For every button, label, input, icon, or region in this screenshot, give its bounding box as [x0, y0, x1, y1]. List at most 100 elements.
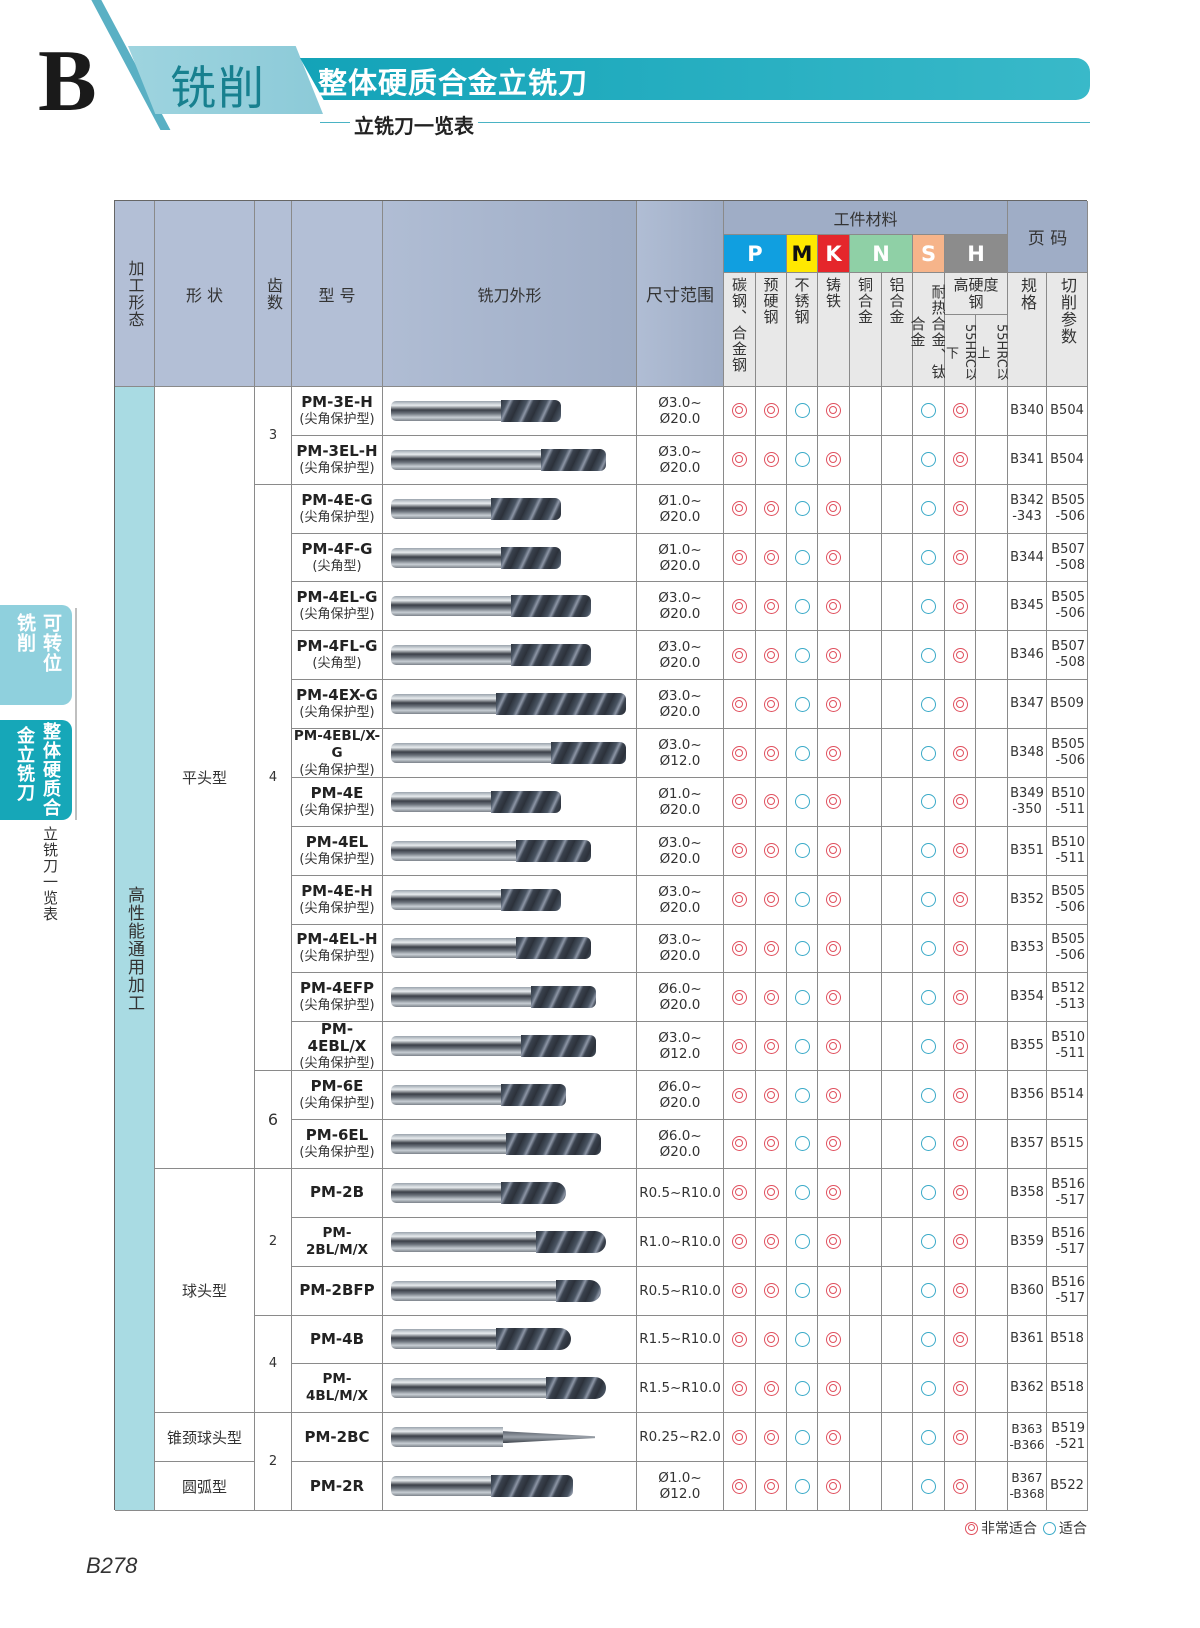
cutting-page-link[interactable]: B522	[1047, 1462, 1088, 1511]
suitability-cell	[976, 631, 1008, 681]
very-suitable-icon	[826, 647, 841, 663]
suitability-cell	[882, 1315, 913, 1365]
cutting-page-link[interactable]: B507 -508	[1047, 533, 1088, 583]
spec-page-link[interactable]: B355	[1008, 1022, 1047, 1072]
shank-shape	[391, 889, 501, 910]
suitability-cell	[913, 973, 945, 1023]
suitability-cell	[882, 1266, 913, 1316]
model-code: PM-4EBL/X-G	[293, 727, 381, 761]
suitability-cell	[882, 1071, 913, 1121]
very-suitable-icon	[763, 1136, 779, 1152]
cutting-page-link[interactable]: B510 -511	[1047, 826, 1088, 876]
cutting-page-link[interactable]: B518	[1047, 1364, 1088, 1414]
spec-page-link[interactable]: B357	[1008, 1120, 1047, 1169]
cutting-page-link[interactable]: B516 -517	[1047, 1168, 1088, 1218]
cutting-page-link[interactable]: B516 -517	[1047, 1217, 1088, 1267]
very-suitable-icon	[826, 1380, 841, 1396]
spec-page-link[interactable]: B361	[1008, 1315, 1047, 1365]
suitability-cell	[787, 1022, 818, 1072]
spec-page-link[interactable]: B342 -343	[1008, 484, 1047, 534]
spec-page-link[interactable]: B353	[1008, 924, 1047, 974]
spec-page-link[interactable]: B367 -B368	[1008, 1462, 1047, 1511]
cutting-page-link[interactable]: B505 -506	[1047, 924, 1088, 974]
spec-page-link[interactable]: B341	[1008, 435, 1047, 485]
tool-profile	[383, 1120, 637, 1169]
very-suitable-icon	[952, 696, 968, 712]
spec-page-link[interactable]: B344	[1008, 533, 1047, 583]
cutting-page-link[interactable]: B507 -508	[1047, 631, 1088, 681]
suitable-icon	[921, 403, 936, 419]
material-label: 不锈钢	[792, 277, 811, 325]
cutting-page-link[interactable]: B514	[1047, 1071, 1088, 1121]
side-tab-indexable-milling[interactable]: 可转位 铣削	[0, 605, 72, 705]
suitable-icon	[921, 1234, 936, 1250]
suitability-cell	[724, 680, 756, 730]
suitability-cell	[756, 387, 787, 436]
shank-shape	[391, 1280, 556, 1301]
page-ref: -511	[1055, 850, 1085, 866]
spec-page-link[interactable]: B363 -B366	[1008, 1413, 1047, 1463]
suitability-cell	[756, 729, 787, 778]
suitable-icon	[921, 1087, 936, 1103]
very-suitable-icon	[732, 501, 747, 517]
spec-page-link[interactable]: B358	[1008, 1168, 1047, 1218]
spec-page-link[interactable]: B354	[1008, 973, 1047, 1023]
cutting-page-link[interactable]: B505 -506	[1047, 582, 1088, 632]
spec-page-link[interactable]: B360	[1008, 1266, 1047, 1316]
spec-page-link[interactable]: B359	[1008, 1217, 1047, 1267]
suitable-icon	[794, 403, 810, 419]
suitability-cell	[850, 680, 882, 730]
side-tab-solid-carbide-endmill[interactable]: 整体硬质合 金立铣刀	[0, 720, 72, 820]
suitability-cell	[945, 1266, 976, 1316]
suitability-cell	[850, 533, 882, 583]
spec-page-link[interactable]: B348	[1008, 729, 1047, 778]
suitability-cell	[945, 924, 976, 974]
very-suitable-icon	[826, 550, 841, 566]
suitable-icon	[794, 1478, 810, 1494]
model-note: (尖角保护型)	[299, 998, 375, 1014]
cutting-page-link[interactable]: B509	[1047, 680, 1088, 730]
spec-page-link[interactable]: B352	[1008, 875, 1047, 925]
cutting-page-link[interactable]: B504	[1047, 435, 1088, 485]
cutting-page-link[interactable]: B504	[1047, 387, 1088, 436]
tool-profile	[383, 387, 637, 436]
table-row-model: PM-2BC	[292, 1413, 383, 1463]
cutting-page-link[interactable]: B510 -511	[1047, 777, 1088, 827]
spec-page-link[interactable]: B347	[1008, 680, 1047, 730]
suitability-cell	[818, 1266, 850, 1316]
tool-profile	[383, 875, 637, 925]
cutting-page-link[interactable]: B515	[1047, 1120, 1088, 1169]
model-code: PM-2R	[309, 1476, 365, 1495]
very-suitable-icon	[732, 647, 747, 663]
spec-page-link[interactable]: B349 -350	[1008, 777, 1047, 827]
suitability-cell	[724, 1022, 756, 1072]
header-label: 切削参数	[1058, 277, 1077, 345]
suitability-cell	[787, 826, 818, 876]
size-range: R1.0~R10.0	[637, 1217, 724, 1267]
cutting-page-link[interactable]: B516 -517	[1047, 1266, 1088, 1316]
spec-page-link[interactable]: B351	[1008, 826, 1047, 876]
very-suitable-icon	[763, 452, 779, 468]
cutting-page-link[interactable]: B505 -506	[1047, 729, 1088, 778]
cutting-page-link[interactable]: B505 -506	[1047, 875, 1088, 925]
cutting-page-link[interactable]: B519 -521	[1047, 1413, 1088, 1463]
suitability-cell	[850, 826, 882, 876]
spec-page-link[interactable]: B356	[1008, 1071, 1047, 1121]
suitability-cell	[945, 1462, 976, 1511]
spec-page-link[interactable]: B362	[1008, 1364, 1047, 1414]
teeth-count: 4	[255, 484, 292, 1072]
spec-page-link[interactable]: B345	[1008, 582, 1047, 632]
cutting-page-link[interactable]: B505 -506	[1047, 484, 1088, 534]
very-suitable-icon	[732, 598, 747, 614]
suitable-icon	[921, 550, 936, 566]
suitability-cell	[787, 435, 818, 485]
cutting-page-link[interactable]: B518	[1047, 1315, 1088, 1365]
suitable-icon	[921, 1038, 936, 1054]
cutting-page-link[interactable]: B510 -511	[1047, 1022, 1088, 1072]
spec-page-link[interactable]: B346	[1008, 631, 1047, 681]
spec-page-link[interactable]: B340	[1008, 387, 1047, 436]
suitable-icon	[794, 501, 810, 517]
cutting-page-link[interactable]: B512 -513	[1047, 973, 1088, 1023]
suitability-cell	[913, 1022, 945, 1072]
very-suitable-icon	[732, 843, 747, 859]
